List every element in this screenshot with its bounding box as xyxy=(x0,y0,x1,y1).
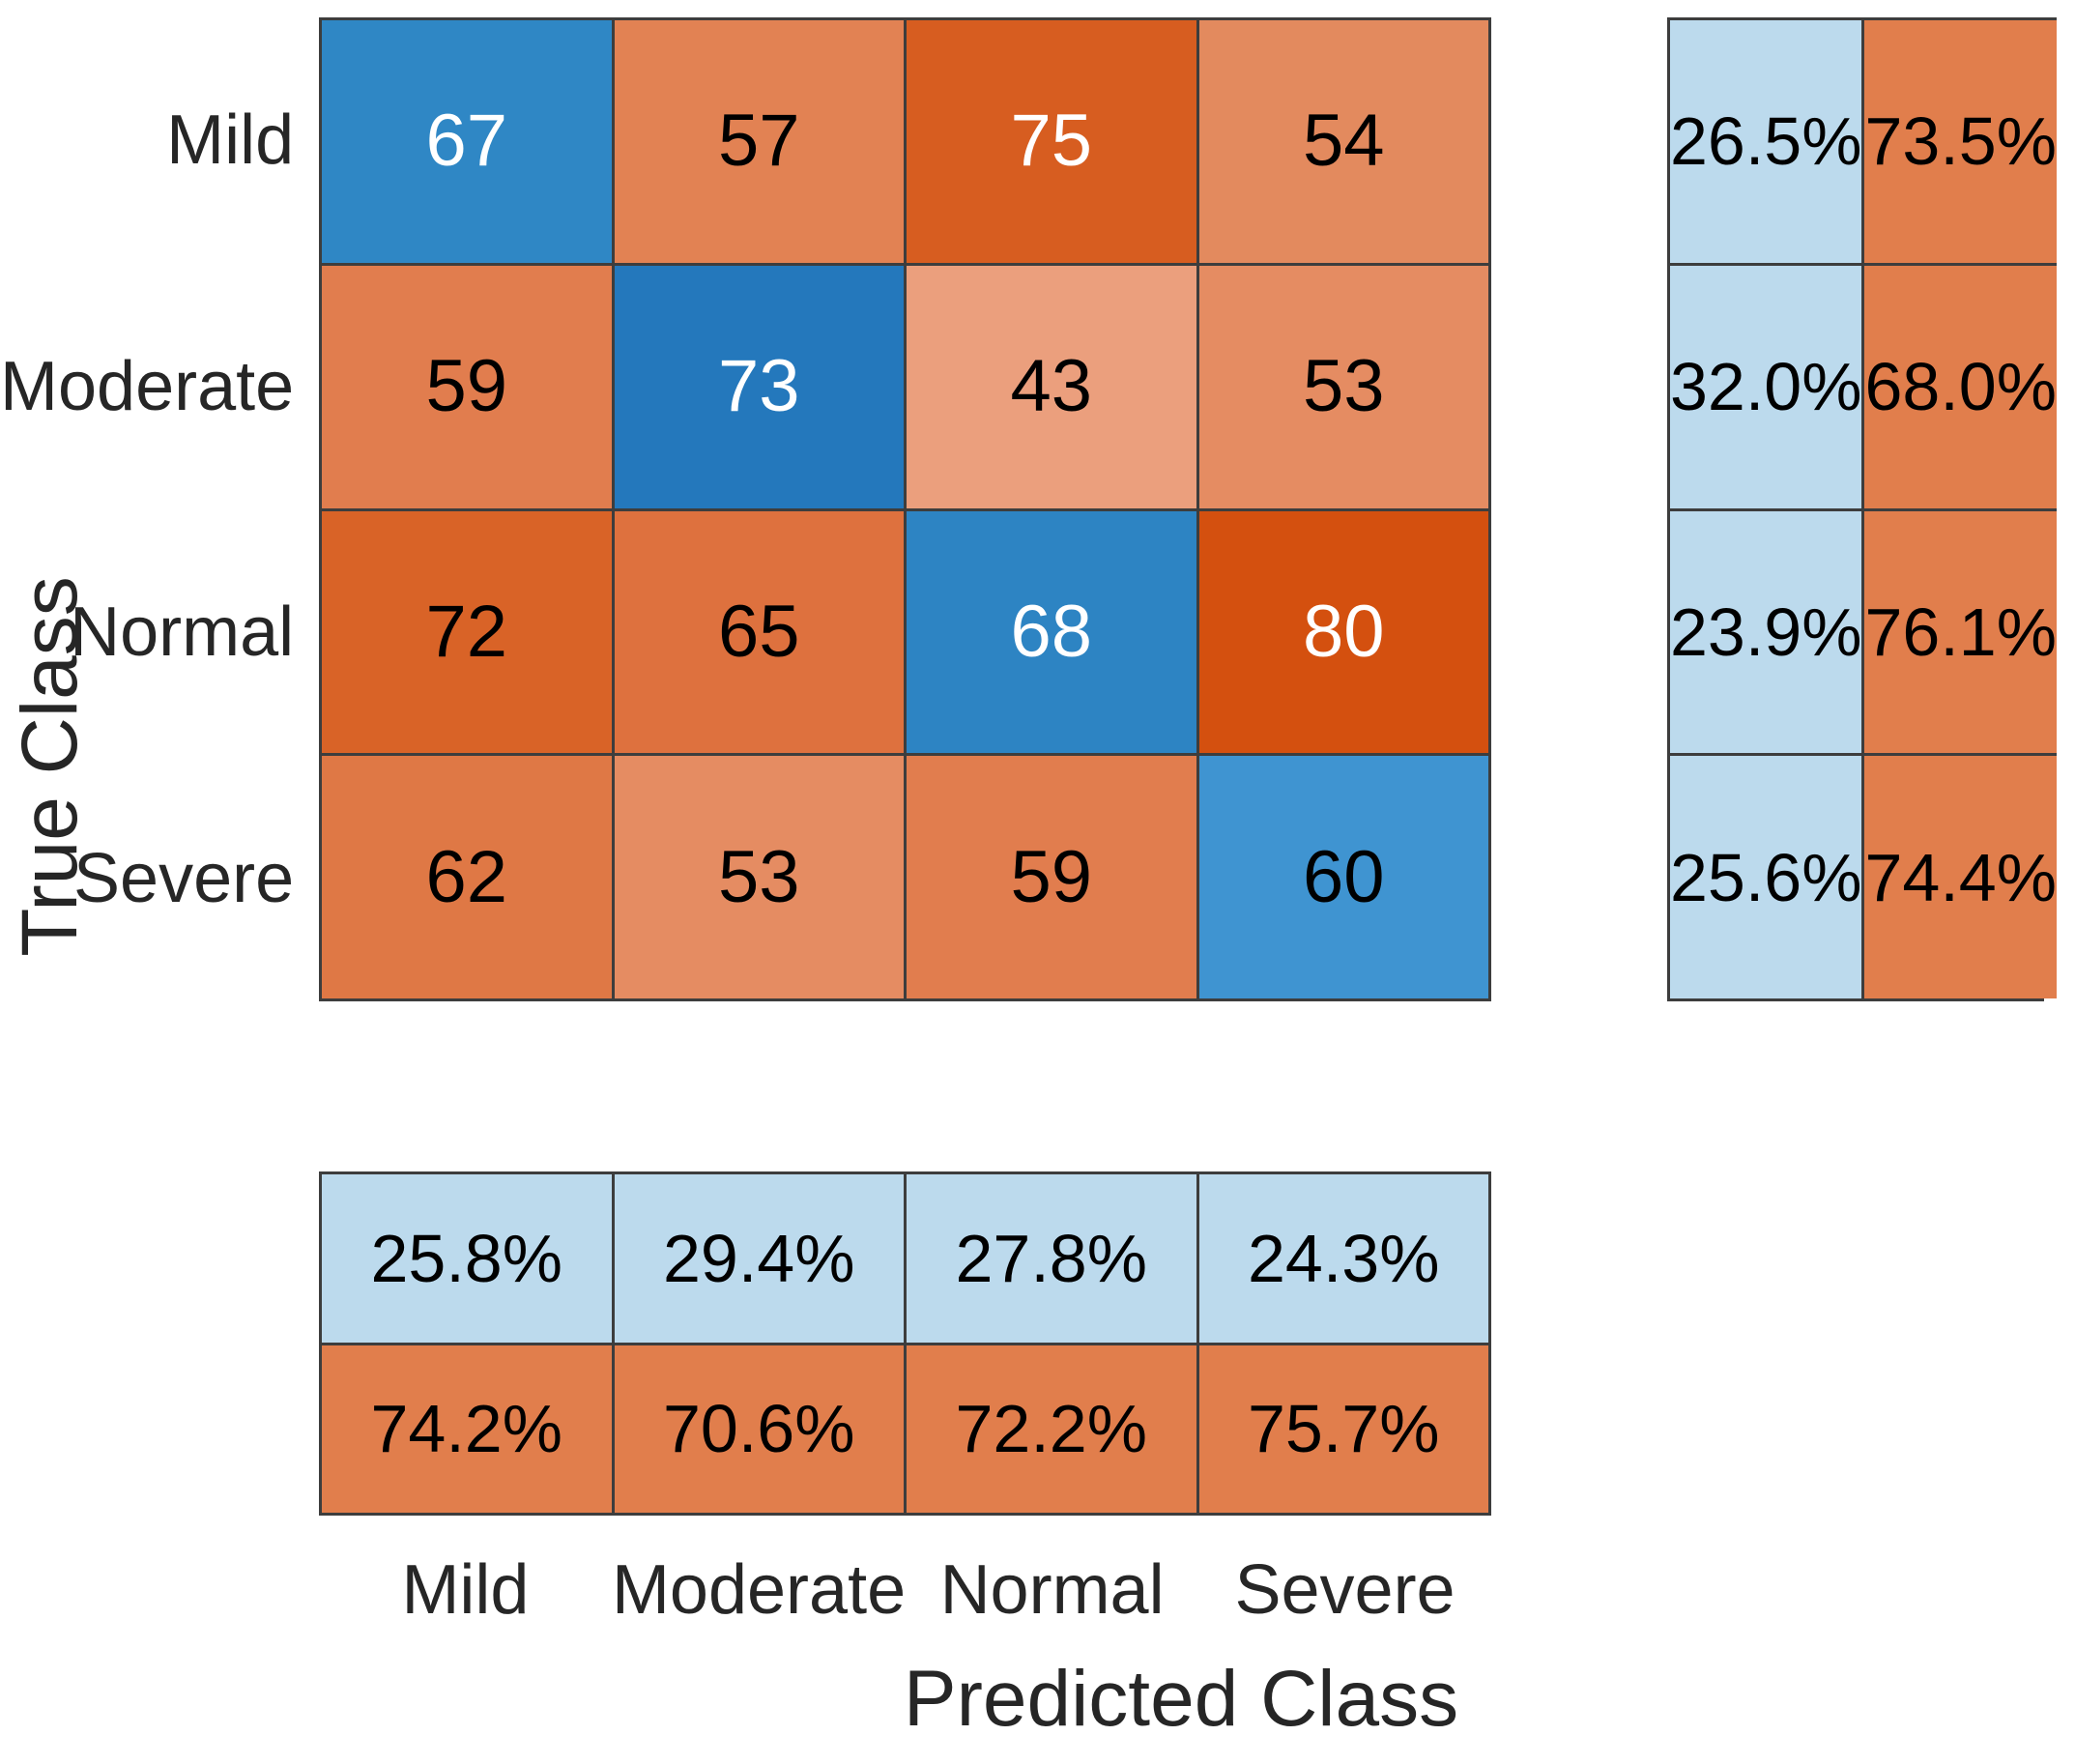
col-summary-incorrect-normal: 72.2% xyxy=(904,1342,1196,1513)
matrix-cell-moderate-mild: 59 xyxy=(319,262,612,508)
row-summary-correct-moderate: 32.0% xyxy=(1667,262,1862,508)
matrix-cell-severe-severe: 60 xyxy=(1196,753,1488,998)
matrix-cell-severe-mild: 62 xyxy=(319,753,612,998)
matrix-cell-mild-normal: 75 xyxy=(904,17,1196,263)
matrix-cell-mild-mild: 67 xyxy=(319,17,612,263)
row-summary-correct-severe: 25.6% xyxy=(1667,753,1862,998)
col-summary-incorrect-mild: 74.2% xyxy=(319,1342,612,1513)
column-tick-labels: Mild Moderate Normal Severe xyxy=(319,1547,1491,1634)
row-summary-grid: 26.5% 73.5% 32.0% 68.0% 23.9% 76.1% 25.6% 74.4% xyxy=(1667,17,2057,1001)
matrix-cell-normal-mild: 72 xyxy=(319,507,612,754)
row-tick-moderate: Moderate xyxy=(0,347,295,425)
matrix-cell-severe-normal: 59 xyxy=(904,753,1196,998)
matrix-cell-normal-moderate: 65 xyxy=(611,507,904,754)
row-tick-severe: Severe xyxy=(73,839,295,917)
row-summary-incorrect-moderate: 68.0% xyxy=(1861,262,2057,508)
column-summary-grid: 25.8% 29.4% 27.8% 24.3% 74.2% 70.6% 72.2% 75.7% xyxy=(319,1171,1491,1516)
matrix-cell-mild-moderate: 57 xyxy=(611,17,904,263)
col-tick-mild: Mild xyxy=(401,1551,530,1629)
matrix-cell-severe-moderate: 53 xyxy=(611,753,904,998)
row-tick-mild: Mild xyxy=(166,101,295,180)
row-tick-normal: Normal xyxy=(70,593,295,672)
row-summary-incorrect-normal: 76.1% xyxy=(1861,507,2057,754)
row-summary-correct-normal: 23.9% xyxy=(1667,507,1862,754)
x-axis-label: Predicted Class xyxy=(903,1655,1459,1743)
row-summary-incorrect-severe: 74.4% xyxy=(1861,753,2057,998)
matrix-cell-moderate-moderate: 73 xyxy=(611,262,904,508)
matrix-cell-moderate-severe: 53 xyxy=(1196,262,1488,508)
col-summary-correct-severe: 24.3% xyxy=(1196,1171,1488,1343)
col-summary-correct-mild: 25.8% xyxy=(319,1171,612,1343)
matrix-cell-moderate-normal: 43 xyxy=(904,262,1196,508)
col-summary-correct-moderate: 29.4% xyxy=(611,1171,904,1343)
matrix-cell-mild-severe: 54 xyxy=(1196,17,1488,263)
col-tick-normal: Normal xyxy=(939,1551,1165,1629)
col-tick-severe: Severe xyxy=(1234,1551,1455,1629)
col-summary-incorrect-moderate: 70.6% xyxy=(611,1342,904,1513)
col-tick-moderate: Moderate xyxy=(611,1551,907,1629)
row-tick-labels: Mild Moderate Normal Severe xyxy=(0,17,302,1001)
col-summary-correct-normal: 27.8% xyxy=(904,1171,1196,1343)
matrix-cell-normal-normal: 68 xyxy=(904,507,1196,754)
row-summary-correct-mild: 26.5% xyxy=(1667,17,1862,263)
col-summary-incorrect-severe: 75.7% xyxy=(1196,1342,1488,1513)
matrix-cell-normal-severe: 80 xyxy=(1196,507,1488,754)
row-summary-incorrect-mild: 73.5% xyxy=(1861,17,2057,263)
confusion-matrix-grid: 67 57 75 54 59 73 43 53 72 65 68 80 62 53 59 60 xyxy=(319,17,1491,1001)
